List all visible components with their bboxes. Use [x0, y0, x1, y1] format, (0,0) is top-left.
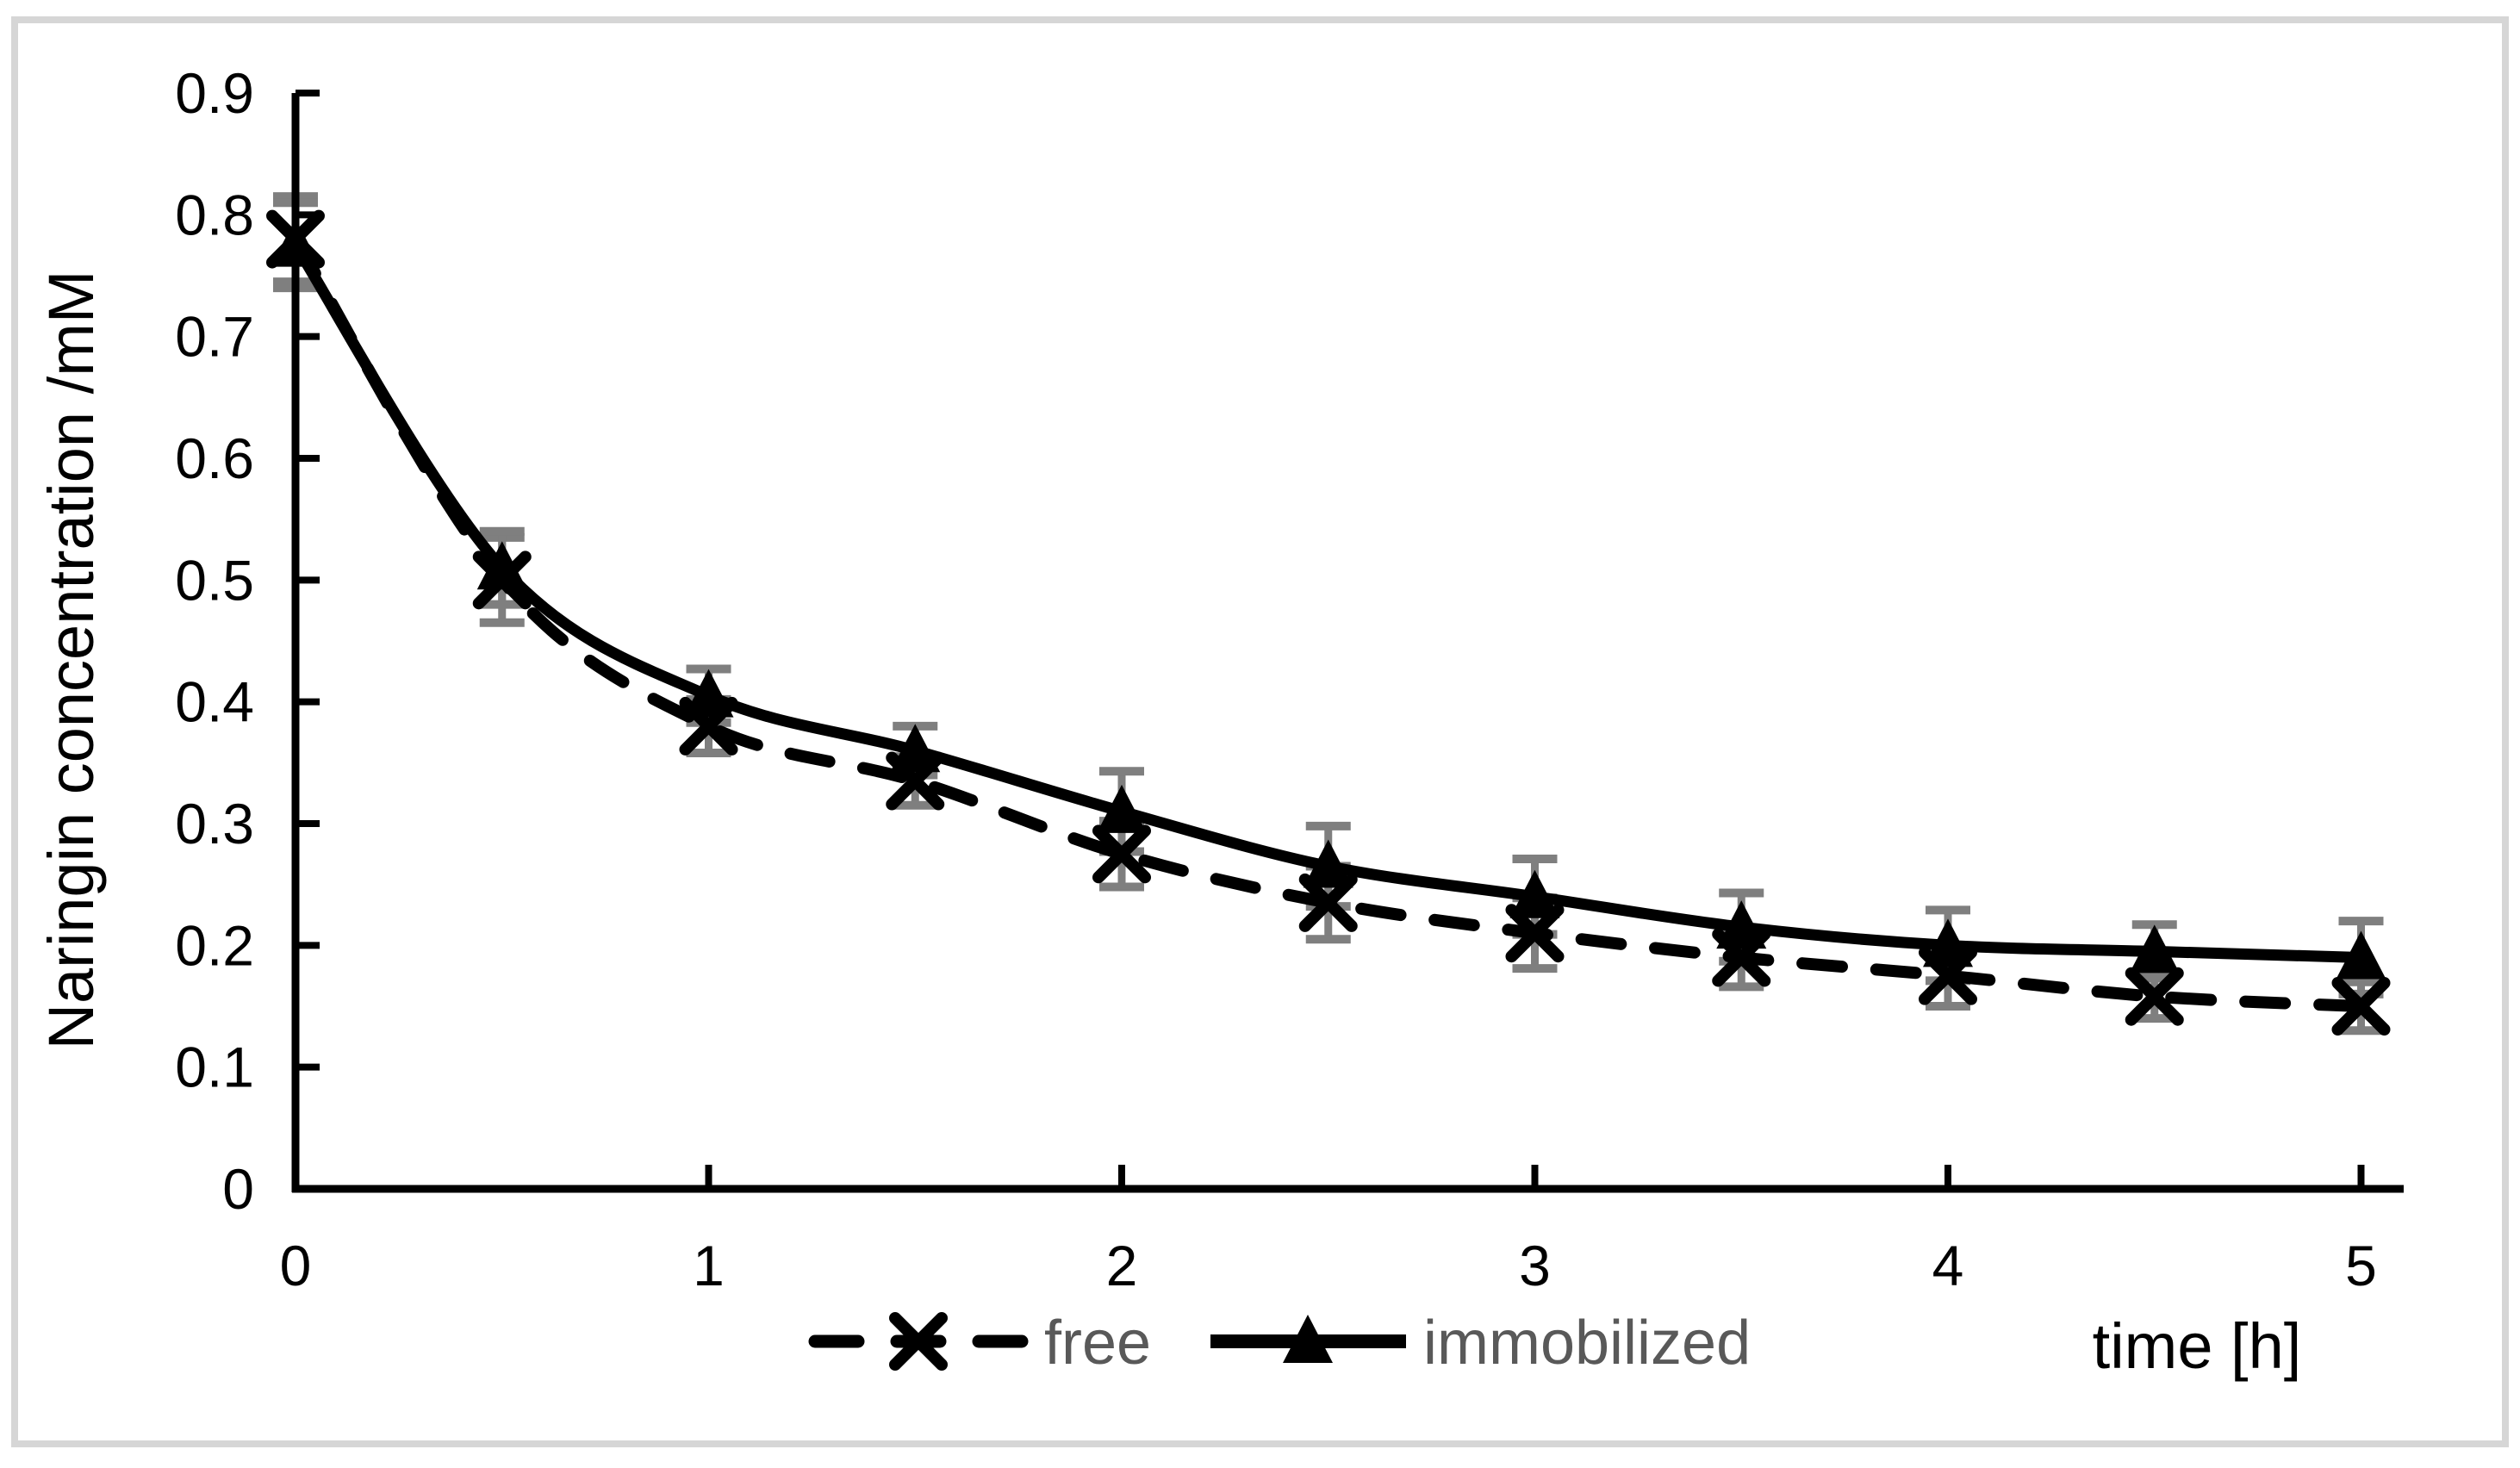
legend-label-immobilized: immobilized	[1423, 1309, 1751, 1378]
marker-triangle-immobilized	[1509, 869, 1560, 918]
x-marker-stroke	[889, 1312, 948, 1371]
y-tick-label: 0.8	[175, 183, 254, 246]
x-tick-label: 4	[1932, 1234, 1964, 1297]
legend-triangle-marker	[1283, 1315, 1333, 1363]
series-line-free	[289, 233, 2368, 1012]
y-tick-labels-group: 0.9 0.8 0.7 0.6 0.5 0.4 0.3 0.2 0.1 0	[175, 61, 254, 1221]
x-tick-label: 0	[280, 1234, 312, 1297]
y-tick-label: 0.3	[175, 792, 254, 855]
y-axis-title: Naringin concentration /mM	[35, 271, 107, 1050]
marker-triangle-immobilized	[1303, 839, 1353, 888]
marker-x-free	[1092, 824, 1151, 884]
y-tick-label: 0.7	[175, 305, 254, 369]
legend-x-marker	[889, 1312, 948, 1371]
x-marker-stroke	[2331, 977, 2391, 1036]
y-tick-label: 0.5	[175, 548, 254, 612]
x-marker-stroke	[1092, 824, 1151, 884]
legend: free immobilized	[808, 1309, 1751, 1378]
x-tick-labels-group: 0 1 2 3 4 5	[280, 1234, 2377, 1297]
chart-frame	[11, 16, 2509, 1447]
x-tick-label: 3	[1519, 1234, 1551, 1297]
y-tick-label: 0.6	[175, 426, 254, 490]
y-tick-label: 0.2	[175, 913, 254, 977]
marker-x-free	[2331, 977, 2391, 1036]
marker-triangle-immobilized	[890, 724, 941, 773]
x-axis-title: time [h]	[2093, 1310, 2302, 1382]
series-line-immobilized	[290, 242, 2361, 963]
y-tick-label: 0.9	[175, 61, 254, 125]
legend-triangle-marker-icon	[1283, 1315, 1333, 1363]
axis-ticks-group	[292, 90, 2365, 1192]
marker-triangle-immobilized	[683, 669, 734, 718]
series-lines-group	[289, 233, 2368, 1012]
x-marker-stroke	[2125, 967, 2184, 1026]
axes-group	[291, 90, 2404, 1193]
marker-triangle-immobilized	[1097, 784, 1147, 833]
marker-triangle-immobilized	[2129, 924, 2180, 973]
y-tick-label: 0	[222, 1157, 254, 1221]
marker-triangle-immobilized	[1923, 918, 1973, 967]
y-tick-label: 0.1	[175, 1036, 254, 1099]
x-tick-label: 2	[1106, 1234, 1138, 1297]
y-tick-label: 0.4	[175, 670, 254, 734]
x-tick-label: 5	[2345, 1234, 2377, 1297]
legend-label-free: free	[1044, 1309, 1151, 1378]
legend-item-immobilized: immobilized	[1210, 1309, 1751, 1378]
legend-x-marker-icon	[889, 1312, 948, 1371]
marker-x-free	[2125, 967, 2184, 1026]
x-tick-label: 1	[693, 1234, 725, 1297]
marker-triangle-immobilized	[2336, 930, 2386, 980]
marker-triangle-immobilized	[476, 541, 527, 590]
legend-item-free: free	[808, 1309, 1151, 1378]
marker-triangle-immobilized	[1716, 900, 1767, 949]
